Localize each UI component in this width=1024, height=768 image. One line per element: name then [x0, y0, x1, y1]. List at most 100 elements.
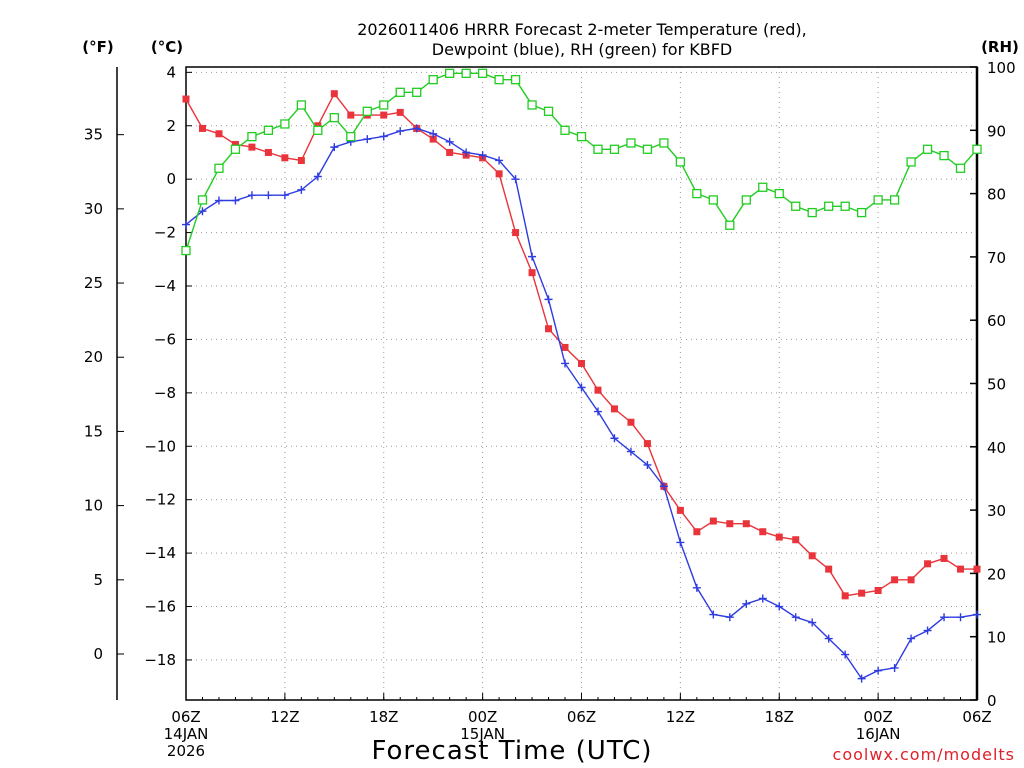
fahrenheit-tick-label: 10 [84, 497, 103, 515]
temperature-point [858, 589, 866, 597]
celsius-tick-label: 2 [166, 117, 176, 135]
celsius-tick-label: −8 [154, 384, 176, 402]
rh-point [428, 75, 438, 85]
dewpoint-point [478, 151, 487, 160]
dewpoint-point [824, 634, 833, 643]
rh-point [296, 100, 307, 110]
rh-point [906, 157, 916, 167]
rh-point [214, 163, 224, 173]
temperature-point [281, 154, 289, 162]
gridlines [186, 67, 977, 700]
fahrenheit-tick-label: 15 [84, 422, 103, 440]
temperature-point [330, 90, 338, 98]
time-tick-label: 18Z [369, 708, 398, 726]
temperature-point [924, 560, 932, 568]
date-label: 16JAN [856, 725, 901, 743]
temperature-point [545, 325, 553, 333]
rh-point [543, 106, 554, 116]
time-tick-label: 18Z [765, 708, 794, 726]
temperature-point [347, 111, 355, 119]
temperature-point [264, 148, 272, 156]
dewpoint-point [396, 127, 405, 136]
celsius-tick-label: 0 [166, 170, 176, 188]
rh-tick-label: 30 [987, 502, 1006, 520]
temperature-point [891, 576, 899, 584]
fahrenheit-tick-label: 0 [93, 645, 103, 663]
dewpoint-point [544, 295, 553, 304]
rh-point [247, 131, 257, 142]
x-axis-label: Forecast Time (UTC) [371, 736, 652, 766]
rh-point [494, 75, 504, 85]
rh-tick-label: 20 [987, 565, 1006, 583]
rh-point [329, 112, 339, 123]
temperature-point [182, 95, 190, 103]
dewpoint-point [659, 482, 668, 491]
rh-point [181, 245, 191, 256]
temperature-point [495, 170, 503, 178]
fahrenheit-tick-label: 25 [84, 274, 103, 292]
rh-point [807, 207, 817, 218]
rh-point [725, 220, 735, 230]
dewpoint-point [412, 124, 421, 133]
rh-point [791, 201, 801, 211]
temperature-point [561, 343, 569, 351]
chart-title-line2: Dewpoint (blue), RH (green) for KBFD [432, 40, 732, 59]
rh-point [379, 100, 389, 110]
dewpoint-point [363, 135, 372, 144]
rh-point [955, 163, 966, 173]
celsius-tick-label: −10 [144, 437, 176, 455]
rh-point [510, 75, 521, 85]
dewpoint-point [462, 148, 471, 157]
fahrenheit-tick-label: 35 [84, 126, 103, 144]
dewpoint-point [775, 602, 784, 611]
celsius-tick-label: −4 [154, 277, 176, 295]
celsius-ticks: 4 2 0 −2 −4 −6 −8 −10 −12 −14 −16 −18 [144, 63, 192, 669]
dewpoint-point [561, 359, 570, 368]
rh-point [461, 68, 471, 78]
rh-point [560, 125, 570, 135]
dewpoint-point [231, 196, 240, 205]
dewpoint-point [280, 191, 289, 200]
date-label: 14JAN [164, 725, 209, 743]
temperature-point [693, 528, 701, 536]
dewpoint-point [841, 650, 850, 659]
fahrenheit-tick-label: 20 [84, 348, 103, 366]
temperature-point [825, 565, 833, 573]
temperature-point [512, 229, 520, 237]
time-tick-label: 06Z [962, 708, 991, 726]
rh-point [889, 195, 900, 205]
celsius-tick-label: −16 [144, 598, 176, 616]
rh-point [856, 207, 867, 218]
celsius-tick-label: −2 [154, 224, 176, 242]
temperature-point [297, 156, 305, 164]
temperature-point [380, 111, 388, 119]
rh-point [362, 106, 372, 116]
dewpoint-point [940, 613, 949, 622]
temperature-point [610, 405, 618, 413]
dewpoint-point [445, 137, 454, 146]
dewpoint-point [264, 191, 273, 200]
temperature-point [841, 592, 849, 600]
rh-tick-label: 70 [987, 249, 1006, 267]
rh-point [230, 144, 241, 154]
temperature-point [907, 576, 915, 584]
series-dewpoint [182, 124, 981, 683]
rh-point [197, 195, 208, 205]
fahrenheit-tick-label: 5 [93, 571, 103, 589]
temperature-point [775, 533, 783, 541]
dewpoint-point [313, 172, 322, 181]
fahrenheit-ticks: 35 30 25 20 15 10 5 0 [84, 126, 124, 663]
temperature-point [792, 536, 800, 544]
rh-point [626, 138, 636, 148]
fahrenheit-axis-header: (°F) [82, 38, 113, 56]
dewpoint-point [725, 613, 734, 622]
rh-point [527, 100, 537, 110]
temperature-point [594, 386, 602, 394]
rh-point [758, 182, 768, 192]
rh-point [824, 201, 834, 211]
rh-point [774, 188, 784, 199]
dewpoint-point [610, 434, 619, 443]
